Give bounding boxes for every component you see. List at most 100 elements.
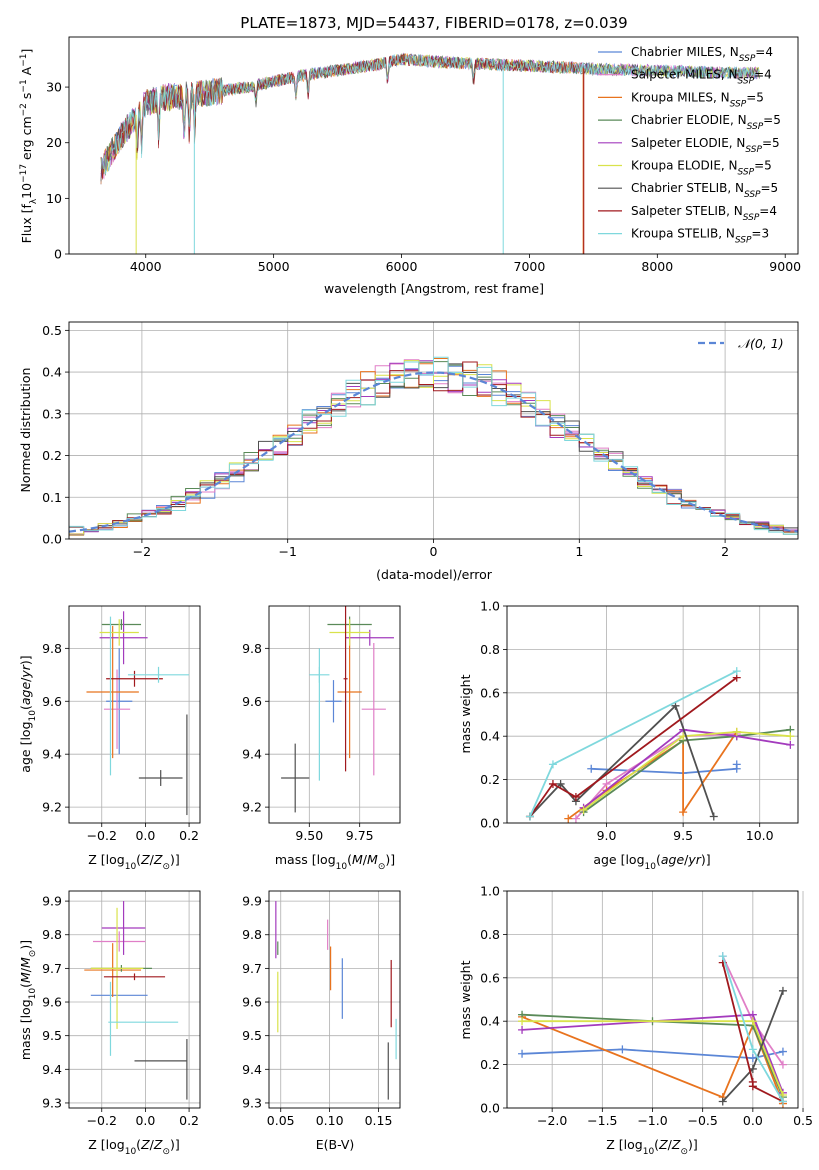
y-tick-label: 9.3 (242, 1095, 262, 1110)
series-marker-salp_miles (571, 814, 580, 823)
x-axis-label: age [log10(age/yr)] (593, 852, 710, 872)
label-part: =4 (759, 204, 777, 218)
label-part: 10 (125, 1147, 137, 1157)
label-part: 10 (645, 862, 657, 872)
x-axis-label: Z [log10(Z/Z⊙)] (606, 1137, 698, 1157)
label-part: =4 (754, 68, 772, 82)
series-marker-krou_stelib (718, 952, 727, 961)
label-part: ⊙ (162, 1147, 170, 1157)
y-axis-label: Normed distribution (18, 368, 33, 493)
y-tick-label: 9.8 (42, 927, 62, 942)
mass-vs-metallicity-panel: −0.2 0.0 0.2 9.3 9.4 9.5 9.6 9.7 9.8 9.9 (42, 890, 201, 1128)
label-part: Z [log (88, 852, 124, 867)
x-tick-label: 0.2 (179, 1113, 199, 1128)
x-tick-label: −2.0 (537, 1113, 567, 1128)
label-part: Salpeter ELODIE, N (631, 136, 745, 150)
x-tick-label: 0.2 (179, 828, 199, 843)
massweight-vs-age-panel: 9.0 9.5 10.0 0.0 0.2 0.4 0.6 0.8 1.0 (480, 599, 799, 843)
y-tick-label: 9.7 (42, 961, 62, 976)
legend-label-salp_elodie: Salpeter ELODIE, NSSP=5 (631, 136, 780, 155)
x-tick-label: −0.2 (87, 828, 117, 843)
plot-area (525, 667, 795, 823)
series-marker-krou_stelib (525, 812, 534, 821)
series-line-krou_elodie (583, 730, 791, 811)
age-vs-mass-panel: 9.50 9.75 9.2 9.4 9.6 9.8 (242, 605, 401, 843)
label-part: Chabrier STELIB, N (631, 181, 744, 195)
massweight-vs-metallicity-panel: −2.0 −1.5 −1.0 −0.5 0.0 0.5 0.0 0.2 0.4 0.6 0.8 1.0 (480, 884, 813, 1129)
label-part: SSP (747, 122, 764, 132)
axes-frame (268, 605, 401, 824)
label-part: =5 (754, 159, 772, 173)
x-tick-label: −0.5 (687, 1113, 717, 1128)
y-tick-label: 9.4 (242, 1062, 262, 1077)
x-tick-label: −0.2 (87, 1113, 117, 1128)
y-tick-label: 0.2 (480, 772, 500, 787)
label-part: 10 (336, 862, 348, 872)
label-part: SSP (745, 145, 762, 155)
x-tick-label: 10.0 (746, 828, 774, 843)
label-part: =5 (746, 90, 764, 104)
y-tick-label: 1.0 (480, 599, 500, 614)
series-line-chab_elodie (522, 1013, 784, 1098)
x-axis-label: E(B-V) (316, 1137, 355, 1152)
series-marker-krou_elodie (579, 805, 588, 814)
y-tick-label: 9.7 (242, 961, 262, 976)
y-tick-label: 0.8 (480, 927, 500, 942)
label-part: M (18, 957, 33, 968)
series-line-krou_miles (521, 1016, 784, 1105)
label-part: Chabrier MILES, N (631, 45, 739, 59)
x-tick-label: 0.15 (365, 1113, 393, 1128)
y-tick-label: 0.0 (480, 1101, 500, 1116)
series-line-salp_miles (575, 733, 737, 820)
y-tick-label: 0.2 (480, 1057, 500, 1072)
label-part: −1 (19, 79, 29, 92)
label-part: )] (170, 1137, 180, 1152)
label-part: age [log (18, 721, 33, 772)
label-part: Z (140, 1137, 150, 1152)
series-marker-krou_elodie (732, 727, 741, 736)
label-part: age [log (593, 852, 644, 867)
label-part: )] (701, 852, 711, 867)
label-part: / (684, 852, 689, 867)
y-tick-label: 0.0 (480, 816, 500, 831)
label-part: 10 (125, 862, 137, 872)
x-tick-label: 4000 (130, 259, 162, 274)
x-axis-label: mass [log10(M/M⊙)] (275, 852, 395, 872)
label-part: ( (136, 852, 141, 867)
x-tick-label: 0.5 (793, 1113, 813, 1128)
y-tick-label: 0.1 (42, 490, 62, 505)
label-part: Z (671, 1137, 681, 1152)
axes-frame (68, 605, 201, 824)
x-tick-label: 0.0 (743, 1113, 763, 1128)
label-part: =5 (762, 136, 780, 150)
x-tick-label: −1.0 (637, 1113, 667, 1128)
label-part: age (18, 682, 33, 706)
y-tick-label: 0.4 (480, 729, 500, 744)
y-tick-label: 9.6 (42, 694, 62, 709)
y-tick-label: 9.4 (42, 747, 62, 762)
label-part: Flux [f (19, 204, 34, 244)
y-tick-label: 9.9 (42, 894, 62, 909)
label-part: )] (18, 940, 33, 950)
x-tick-label: 0.0 (135, 1113, 155, 1128)
label-part: Z (153, 852, 163, 867)
series-marker-krou_elodie (518, 1017, 527, 1026)
legend-label-krou_elodie: Kroupa ELODIE, NSSP=5 (631, 159, 772, 178)
label-part: λ (29, 198, 39, 204)
series-marker-krou_stelib (748, 1045, 757, 1054)
label-part: ⊙ (378, 862, 386, 872)
y-axis-label: mass [log10(M/M⊙)] (18, 940, 38, 1060)
plot-area (281, 606, 394, 813)
x-tick-label: 0.05 (267, 1113, 295, 1128)
label-part: Kroupa MILES, N (631, 90, 730, 104)
label-part: )] (385, 852, 395, 867)
label-part: yr (18, 664, 33, 678)
label-part: Z (153, 1137, 163, 1152)
legend-label-gaussian: 𝒩(0, 1) (738, 336, 784, 351)
label-part: ( (347, 852, 352, 867)
label-part: M (367, 852, 378, 867)
label-part: ] (19, 49, 34, 54)
x-tick-label: 9.75 (346, 828, 374, 843)
label-part: / (150, 852, 155, 867)
label-part: Z [log (606, 1137, 642, 1152)
